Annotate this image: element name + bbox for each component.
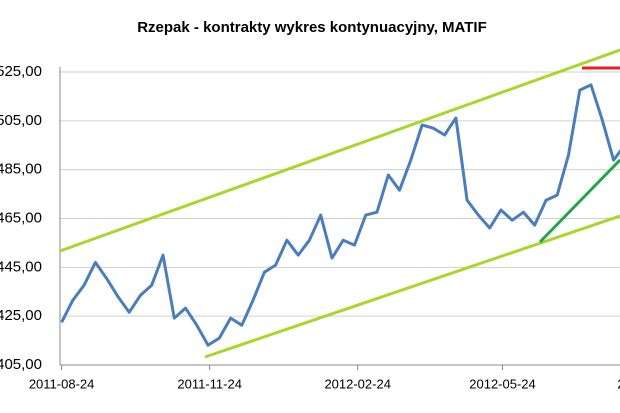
y-tick-label: 405,00 (0, 356, 42, 373)
grid (59, 67, 620, 370)
trend-lines (59, 48, 620, 359)
x-tick-label: 2012-05-24 (469, 376, 536, 391)
x-tick-label: 2011-08-24 (29, 376, 95, 391)
x-tick-label: 2012-02-24 (324, 376, 391, 391)
upper-channel (59, 48, 620, 253)
y-tick-label: 525,00 (0, 63, 42, 80)
chart-title: Rzepak - kontrakty wykres kontynuacyjny,… (137, 19, 487, 36)
x-tick-label: 2012-08-24 (617, 376, 620, 391)
y-tick-label: 485,00 (0, 161, 42, 178)
x-tick-label: 2011-11-24 (177, 376, 242, 391)
price-line (60, 83, 620, 347)
lower-channel (204, 214, 620, 359)
support-line (538, 158, 620, 244)
y-tick-label: 465,00 (0, 209, 42, 226)
y-tick-label: 505,00 (0, 112, 42, 129)
y-tick-label: 425,00 (0, 307, 42, 324)
y-tick-label: 445,00 (0, 258, 42, 275)
